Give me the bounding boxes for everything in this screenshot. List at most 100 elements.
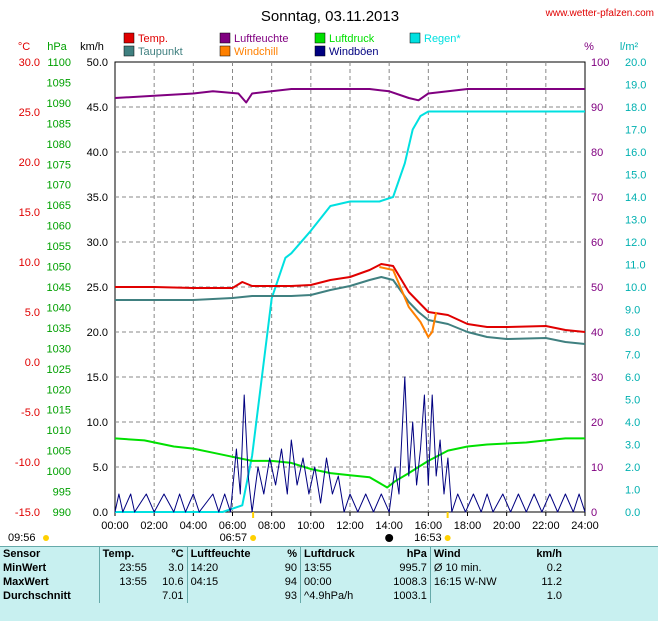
legend-swatch xyxy=(123,32,135,44)
temp-time: 23:55 xyxy=(98,561,150,575)
pressure-time: 13:55 xyxy=(300,561,377,575)
temp-value: 3.0 xyxy=(168,562,184,574)
hdr-sensor: Sensor xyxy=(3,548,41,560)
legend-label: Windchill xyxy=(234,46,278,58)
pressure-tick-label: 1065 xyxy=(47,200,71,212)
temp-tick-label: 25.0 xyxy=(19,107,40,119)
moonrise-label: 09:56 xyxy=(8,532,36,544)
humidity-time xyxy=(186,589,276,603)
temp-tick-label: 0.0 xyxy=(25,357,40,369)
rain-tick-label: 8.0 xyxy=(625,327,640,339)
series-layer xyxy=(114,88,586,513)
pressure-tick-label: 995 xyxy=(53,487,71,499)
wind-tick-label: 20.0 xyxy=(87,327,108,339)
wind-tick-label: 10.0 xyxy=(87,417,108,429)
humidity-tick-label: 90 xyxy=(591,102,603,114)
pressure-tick-label: 1050 xyxy=(47,262,71,274)
hdr-temp: Temp. xyxy=(98,547,150,561)
pressure-tick-label: 1025 xyxy=(47,364,71,376)
wind-tick-label: 40.0 xyxy=(87,147,108,159)
wind-time: Ø 10 min. xyxy=(429,561,523,575)
pressure-tick-label: 1090 xyxy=(47,98,71,110)
series-regen xyxy=(115,110,585,513)
wind-tick-label: 45.0 xyxy=(87,102,108,114)
rain-tick-label: 19.0 xyxy=(625,80,646,92)
humidity-tick-label: 40 xyxy=(591,327,603,339)
pressure-tick-label: 1015 xyxy=(47,405,71,417)
row-label: Durchschnitt xyxy=(3,590,71,602)
pressure-tick-label: 1010 xyxy=(47,425,71,437)
weather-chart: Sonntag, 03.11.2013 www.wetter-pfalzen.c… xyxy=(8,8,654,544)
row-label: MaxWert xyxy=(3,576,49,588)
x-tick-label: 14:00 xyxy=(375,520,403,532)
rain-tick-label: 4.0 xyxy=(625,417,640,429)
x-tick-label: 00:00 xyxy=(101,520,129,532)
humidity-tick-label: 30 xyxy=(591,372,603,384)
legend-swatch xyxy=(123,45,135,57)
humidity-tick-label: 50 xyxy=(591,282,603,294)
moon-phase-icon xyxy=(385,534,394,542)
pressure-tick-label: 1040 xyxy=(47,302,71,314)
humidity-tick-label: 20 xyxy=(591,417,603,429)
humidity-tick-label: 100 xyxy=(591,57,609,69)
wind-value: 11.2 xyxy=(541,576,562,588)
hdr-wind-unit: km/h xyxy=(536,548,562,560)
x-tick-label: 02:00 xyxy=(140,520,168,532)
x-tick-label: 16:00 xyxy=(415,520,443,532)
hdr-wind: Wind xyxy=(429,547,523,561)
pressure-tick-label: 1085 xyxy=(47,118,71,130)
legend-swatch xyxy=(314,32,326,44)
x-tick-label: 10:00 xyxy=(297,520,325,532)
x-tick-label: 24:00 xyxy=(571,520,599,532)
wind-tick-label: 15.0 xyxy=(87,372,108,384)
hdr-pressure: Luftdruck xyxy=(300,547,377,561)
pressure-tick-label: 1095 xyxy=(47,77,71,89)
rain-tick-label: 13.0 xyxy=(625,215,646,227)
stats-row-min: MinWert 23:55 3.0 14:20 90 13:55 995.7 Ø… xyxy=(0,561,565,575)
x-tick-label: 22:00 xyxy=(532,520,560,532)
x-tick-label: 04:00 xyxy=(180,520,208,532)
wind-tick-label: 50.0 xyxy=(87,57,108,69)
rain-tick-label: 6.0 xyxy=(625,372,640,384)
y-axes: 30.0 25.0 20.0 15.0 10.0 5.0 0.0 -5.0 -10.0 -15.0… xyxy=(15,57,647,519)
pressure-tick-label: 1055 xyxy=(47,241,71,253)
legend-label: Regen* xyxy=(424,33,461,45)
temp-tick-label: 10.0 xyxy=(19,257,40,269)
stats-row-max: MaxWert 13:55 10.6 04:15 94 00:00 1008.3… xyxy=(0,575,565,589)
wind-tick-label: 5.0 xyxy=(93,462,108,474)
x-tick-label: 20:00 xyxy=(493,520,521,532)
legend-swatch xyxy=(314,45,326,57)
pressure-tick-label: 1070 xyxy=(47,180,71,192)
x-tick-label: 18:00 xyxy=(454,520,482,532)
temp-value: 10.6 xyxy=(162,576,184,588)
temp-time: 13:55 xyxy=(98,575,150,589)
series-windchill xyxy=(379,266,438,338)
wind-value: 0.2 xyxy=(546,562,562,574)
wind-time xyxy=(429,589,523,603)
pressure-tick-label: 1030 xyxy=(47,343,71,355)
pressure-tick-label: 1075 xyxy=(47,159,71,171)
legend-label: Windböen xyxy=(329,46,379,58)
wind-tick-label: 30.0 xyxy=(87,237,108,249)
x-axis: 00:00 02:00 04:00 06:00 08:00 10:00 12:00 14:00… xyxy=(101,512,599,532)
hdr-humidity-unit: % xyxy=(287,548,298,560)
legend-label: Taupunkt xyxy=(138,46,183,58)
temp-value: 7.01 xyxy=(162,590,184,602)
statistics-table: Sensor Temp. °C Luftfeuchte % Luftdruck … xyxy=(0,546,658,621)
temp-tick-label: 15.0 xyxy=(19,207,40,219)
hdr-pressure-unit: hPa xyxy=(406,548,427,560)
wind-tick-label: 0.0 xyxy=(93,507,108,519)
rain-tick-label: 16.0 xyxy=(625,147,646,159)
pressure-tick-label: 1020 xyxy=(47,384,71,396)
series-luftdruck xyxy=(114,437,585,489)
rain-tick-label: 20.0 xyxy=(625,57,646,69)
axis-units: °C hPa km/h% l/m² xyxy=(18,41,639,53)
pressure-time: ^4.9hPa/h xyxy=(300,589,377,603)
hdr-temp-unit: °C xyxy=(171,548,184,560)
x-tick-label: 12:00 xyxy=(336,520,364,532)
wind-unit-label: km/h xyxy=(80,41,104,53)
website-label: www.wetter-pfalzen.com xyxy=(545,8,654,19)
legend-swatch xyxy=(409,32,421,44)
legend-swatch xyxy=(219,32,231,44)
series-luftfeuchte xyxy=(114,88,585,104)
